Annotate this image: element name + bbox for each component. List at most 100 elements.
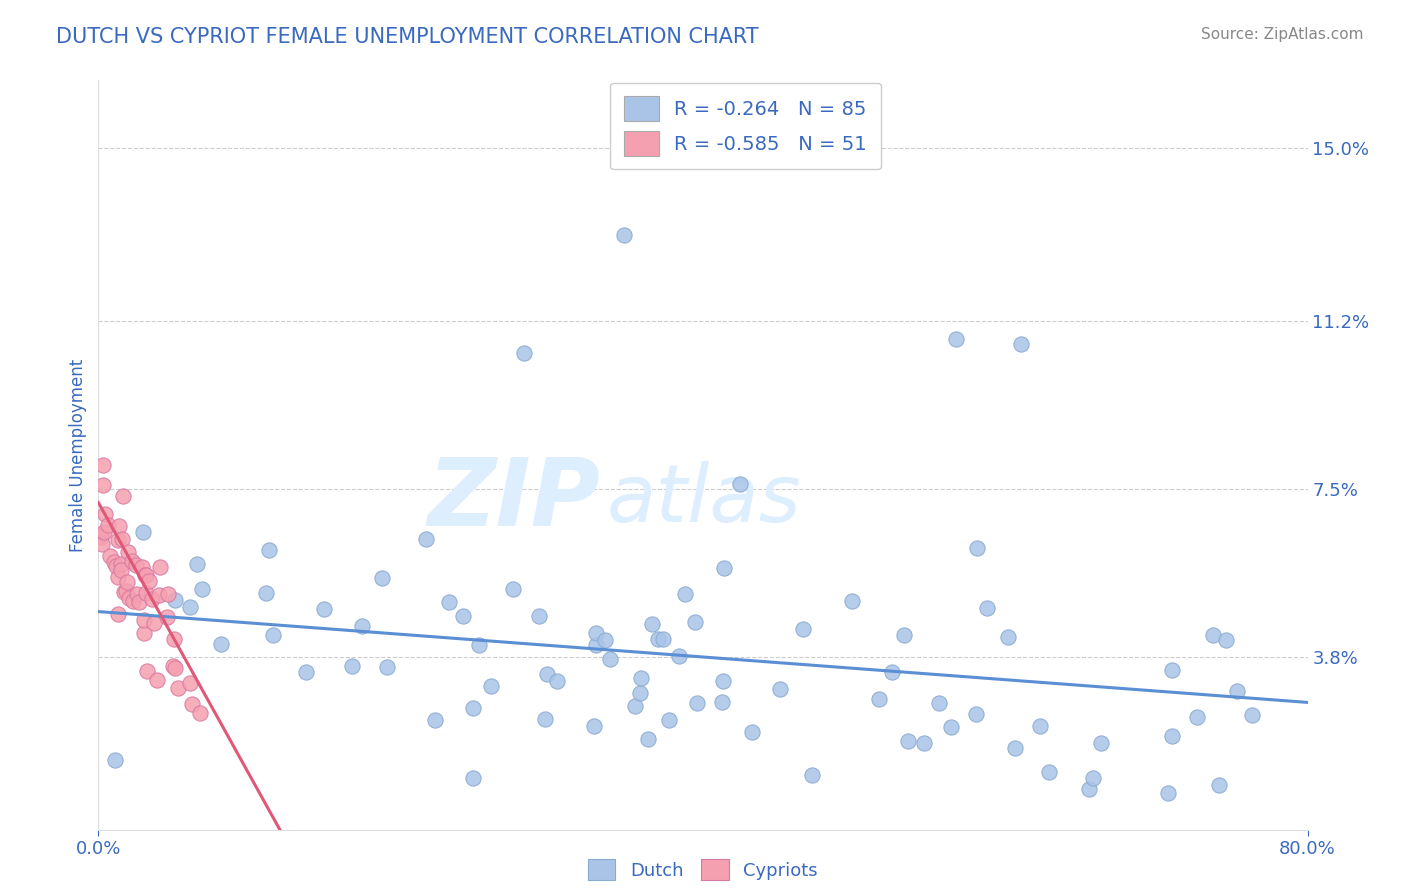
Point: [1215, 633, 1237, 648]
Point: [613, 227, 636, 242]
Point: [1202, 628, 1225, 642]
Point: [186, 558, 208, 572]
Point: [125, 587, 148, 601]
Point: [91, 537, 114, 551]
Point: [110, 557, 132, 571]
Point: [533, 712, 555, 726]
Point: [128, 595, 150, 609]
Point: [583, 718, 606, 732]
Point: [103, 556, 125, 570]
Point: [1160, 729, 1182, 743]
Point: [882, 665, 904, 679]
Point: [1077, 782, 1099, 797]
Point: [117, 591, 139, 605]
Point: [641, 616, 664, 631]
Point: [479, 679, 502, 693]
Point: [668, 648, 690, 663]
Point: [115, 575, 138, 590]
Point: [468, 638, 491, 652]
Point: [546, 674, 568, 689]
Point: [111, 489, 134, 503]
Point: [149, 560, 172, 574]
Point: [340, 659, 363, 673]
Point: [868, 692, 890, 706]
Point: [451, 608, 474, 623]
Point: [90, 530, 112, 544]
Point: [1081, 771, 1104, 785]
Point: [928, 697, 950, 711]
Point: [801, 767, 824, 781]
Point: [209, 637, 232, 651]
Point: [1029, 719, 1052, 733]
Point: [375, 660, 398, 674]
Point: [97, 518, 120, 533]
Point: [728, 477, 751, 491]
Point: [513, 345, 536, 359]
Point: [686, 696, 709, 710]
Point: [711, 674, 734, 689]
Point: [1038, 764, 1060, 779]
Y-axis label: Female Unemployment: Female Unemployment: [69, 359, 87, 551]
Point: [91, 478, 114, 492]
Point: [769, 681, 792, 696]
Point: [652, 632, 675, 647]
Point: [350, 619, 373, 633]
Point: [104, 753, 127, 767]
Point: [461, 701, 484, 715]
Point: [966, 541, 988, 556]
Point: [893, 628, 915, 642]
Point: [713, 561, 735, 575]
Point: [912, 736, 935, 750]
Point: [165, 661, 187, 675]
Point: [295, 665, 318, 679]
Point: [1161, 663, 1184, 677]
Point: [965, 706, 987, 721]
Point: [93, 525, 115, 540]
Point: [115, 583, 138, 598]
Point: [98, 549, 121, 564]
Point: [162, 658, 184, 673]
Text: Source: ZipAtlas.com: Source: ZipAtlas.com: [1201, 27, 1364, 42]
Point: [502, 582, 524, 596]
Point: [711, 696, 734, 710]
Point: [180, 697, 202, 711]
Point: [157, 587, 180, 601]
Point: [142, 615, 165, 630]
Point: [141, 591, 163, 606]
Point: [107, 533, 129, 547]
Point: [437, 595, 460, 609]
Point: [1157, 786, 1180, 800]
Point: [312, 601, 335, 615]
Point: [121, 554, 143, 568]
Point: [131, 525, 153, 540]
Point: [415, 532, 437, 546]
Point: [91, 458, 114, 472]
Point: [637, 731, 659, 746]
Point: [647, 632, 669, 647]
Point: [138, 574, 160, 588]
Point: [90, 528, 112, 542]
Point: [1240, 708, 1263, 723]
Point: [179, 599, 201, 614]
Point: [593, 632, 616, 647]
Point: [108, 519, 131, 533]
Point: [135, 567, 157, 582]
Point: [1090, 735, 1112, 749]
Point: [624, 698, 647, 713]
Point: [132, 613, 155, 627]
Point: [166, 681, 188, 695]
Point: [685, 615, 707, 629]
Point: [146, 673, 169, 687]
Point: [131, 559, 153, 574]
Text: atlas: atlas: [606, 461, 801, 539]
Point: [897, 733, 920, 747]
Point: [1004, 740, 1026, 755]
Point: [111, 533, 134, 547]
Point: [132, 626, 155, 640]
Point: [1226, 683, 1249, 698]
Point: [179, 676, 201, 690]
Point: [1208, 779, 1230, 793]
Legend: R = -0.264   N = 85, R = -0.585   N = 51: R = -0.264 N = 85, R = -0.585 N = 51: [610, 82, 880, 169]
Point: [630, 671, 652, 685]
Point: [423, 713, 446, 727]
